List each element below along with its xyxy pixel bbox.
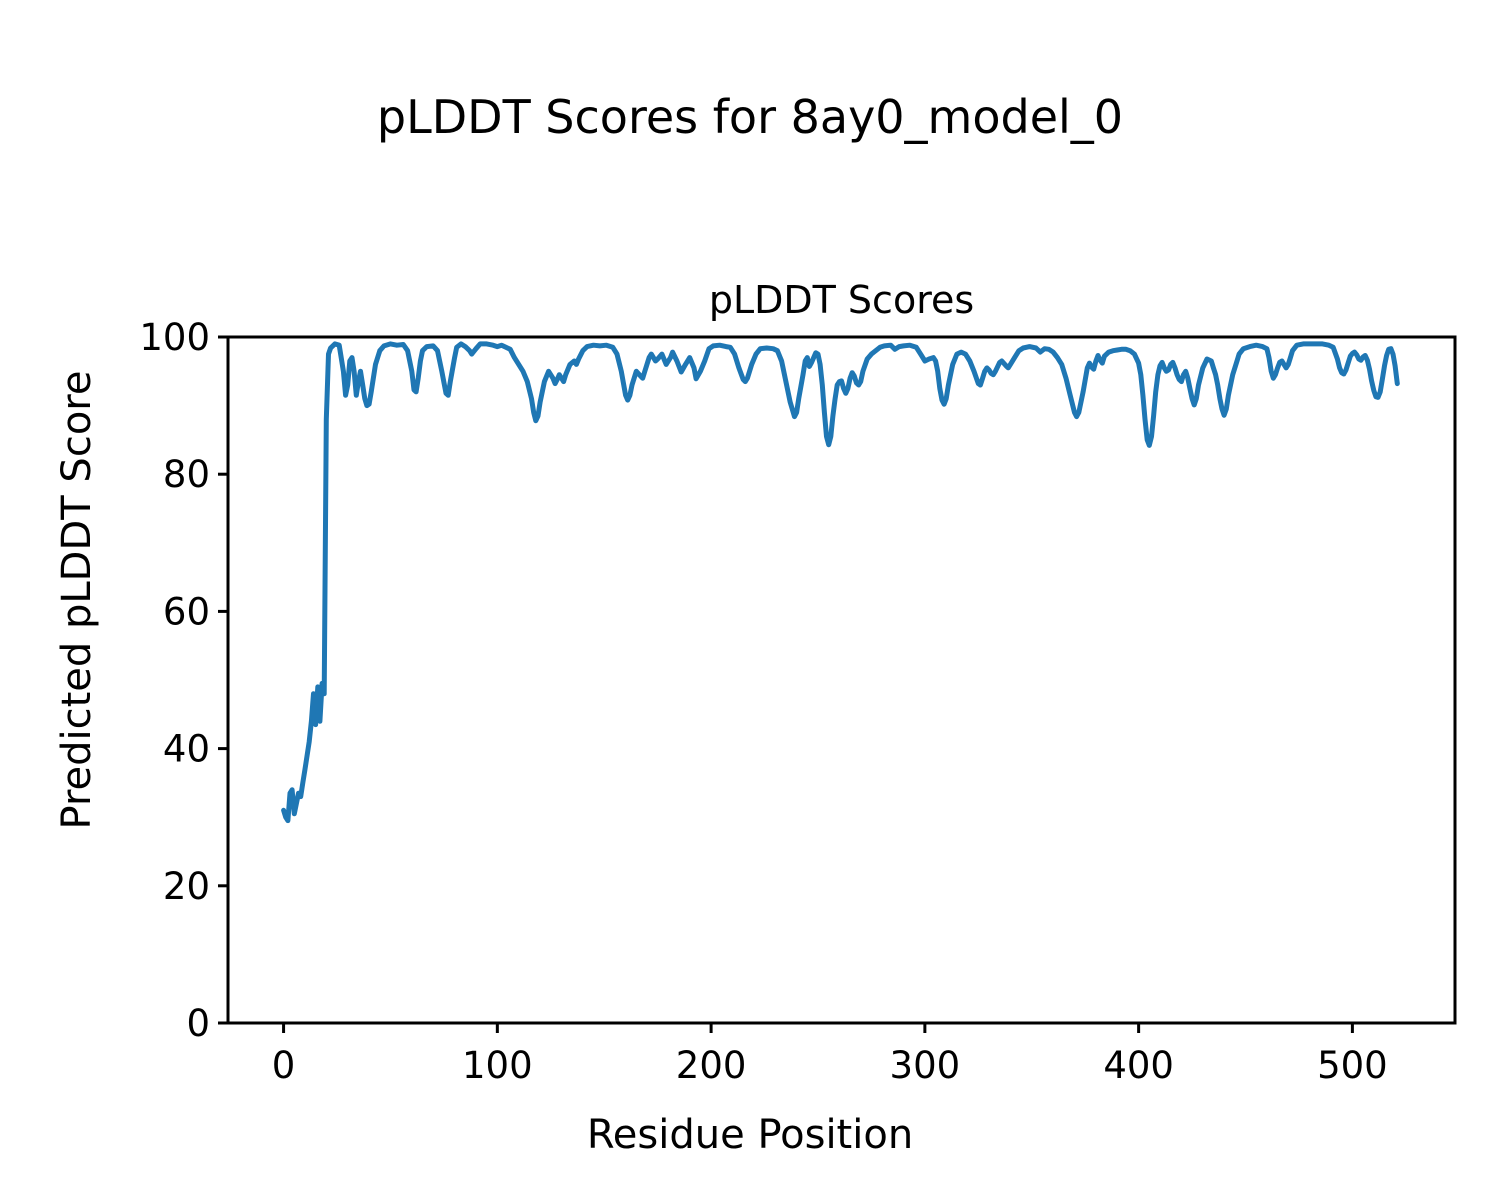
x-tick-label: 400 (1103, 1044, 1174, 1087)
tick-labels: 0 100 200 300 400 500 0 20 40 60 80 100 (139, 316, 1387, 1087)
plddt-line (281, 341, 1400, 824)
axes-title: pLDDT Scores (708, 278, 975, 322)
x-tick-label: 200 (676, 1044, 747, 1087)
tick-marks (218, 335, 1354, 1033)
y-axis-label: Predicted pLDDT Score (54, 370, 100, 830)
x-tick-label: 0 (272, 1044, 296, 1087)
y-tick-label: 40 (163, 728, 210, 771)
x-tick-label: 100 (462, 1044, 533, 1087)
plot-border (226, 335, 1457, 1025)
y-tick-label: 60 (163, 590, 210, 633)
y-tick-label: 80 (163, 453, 210, 496)
y-tick-label: 0 (186, 1002, 210, 1045)
figure-title: pLDDT Scores for 8ay0_model_0 (376, 90, 1124, 144)
x-tick-label: 300 (890, 1044, 961, 1087)
x-axis-label: Residue Position (586, 1112, 914, 1158)
x-tick-label: 500 (1317, 1044, 1388, 1087)
y-tick-label: 20 (163, 865, 210, 908)
y-tick-label: 100 (139, 316, 210, 359)
